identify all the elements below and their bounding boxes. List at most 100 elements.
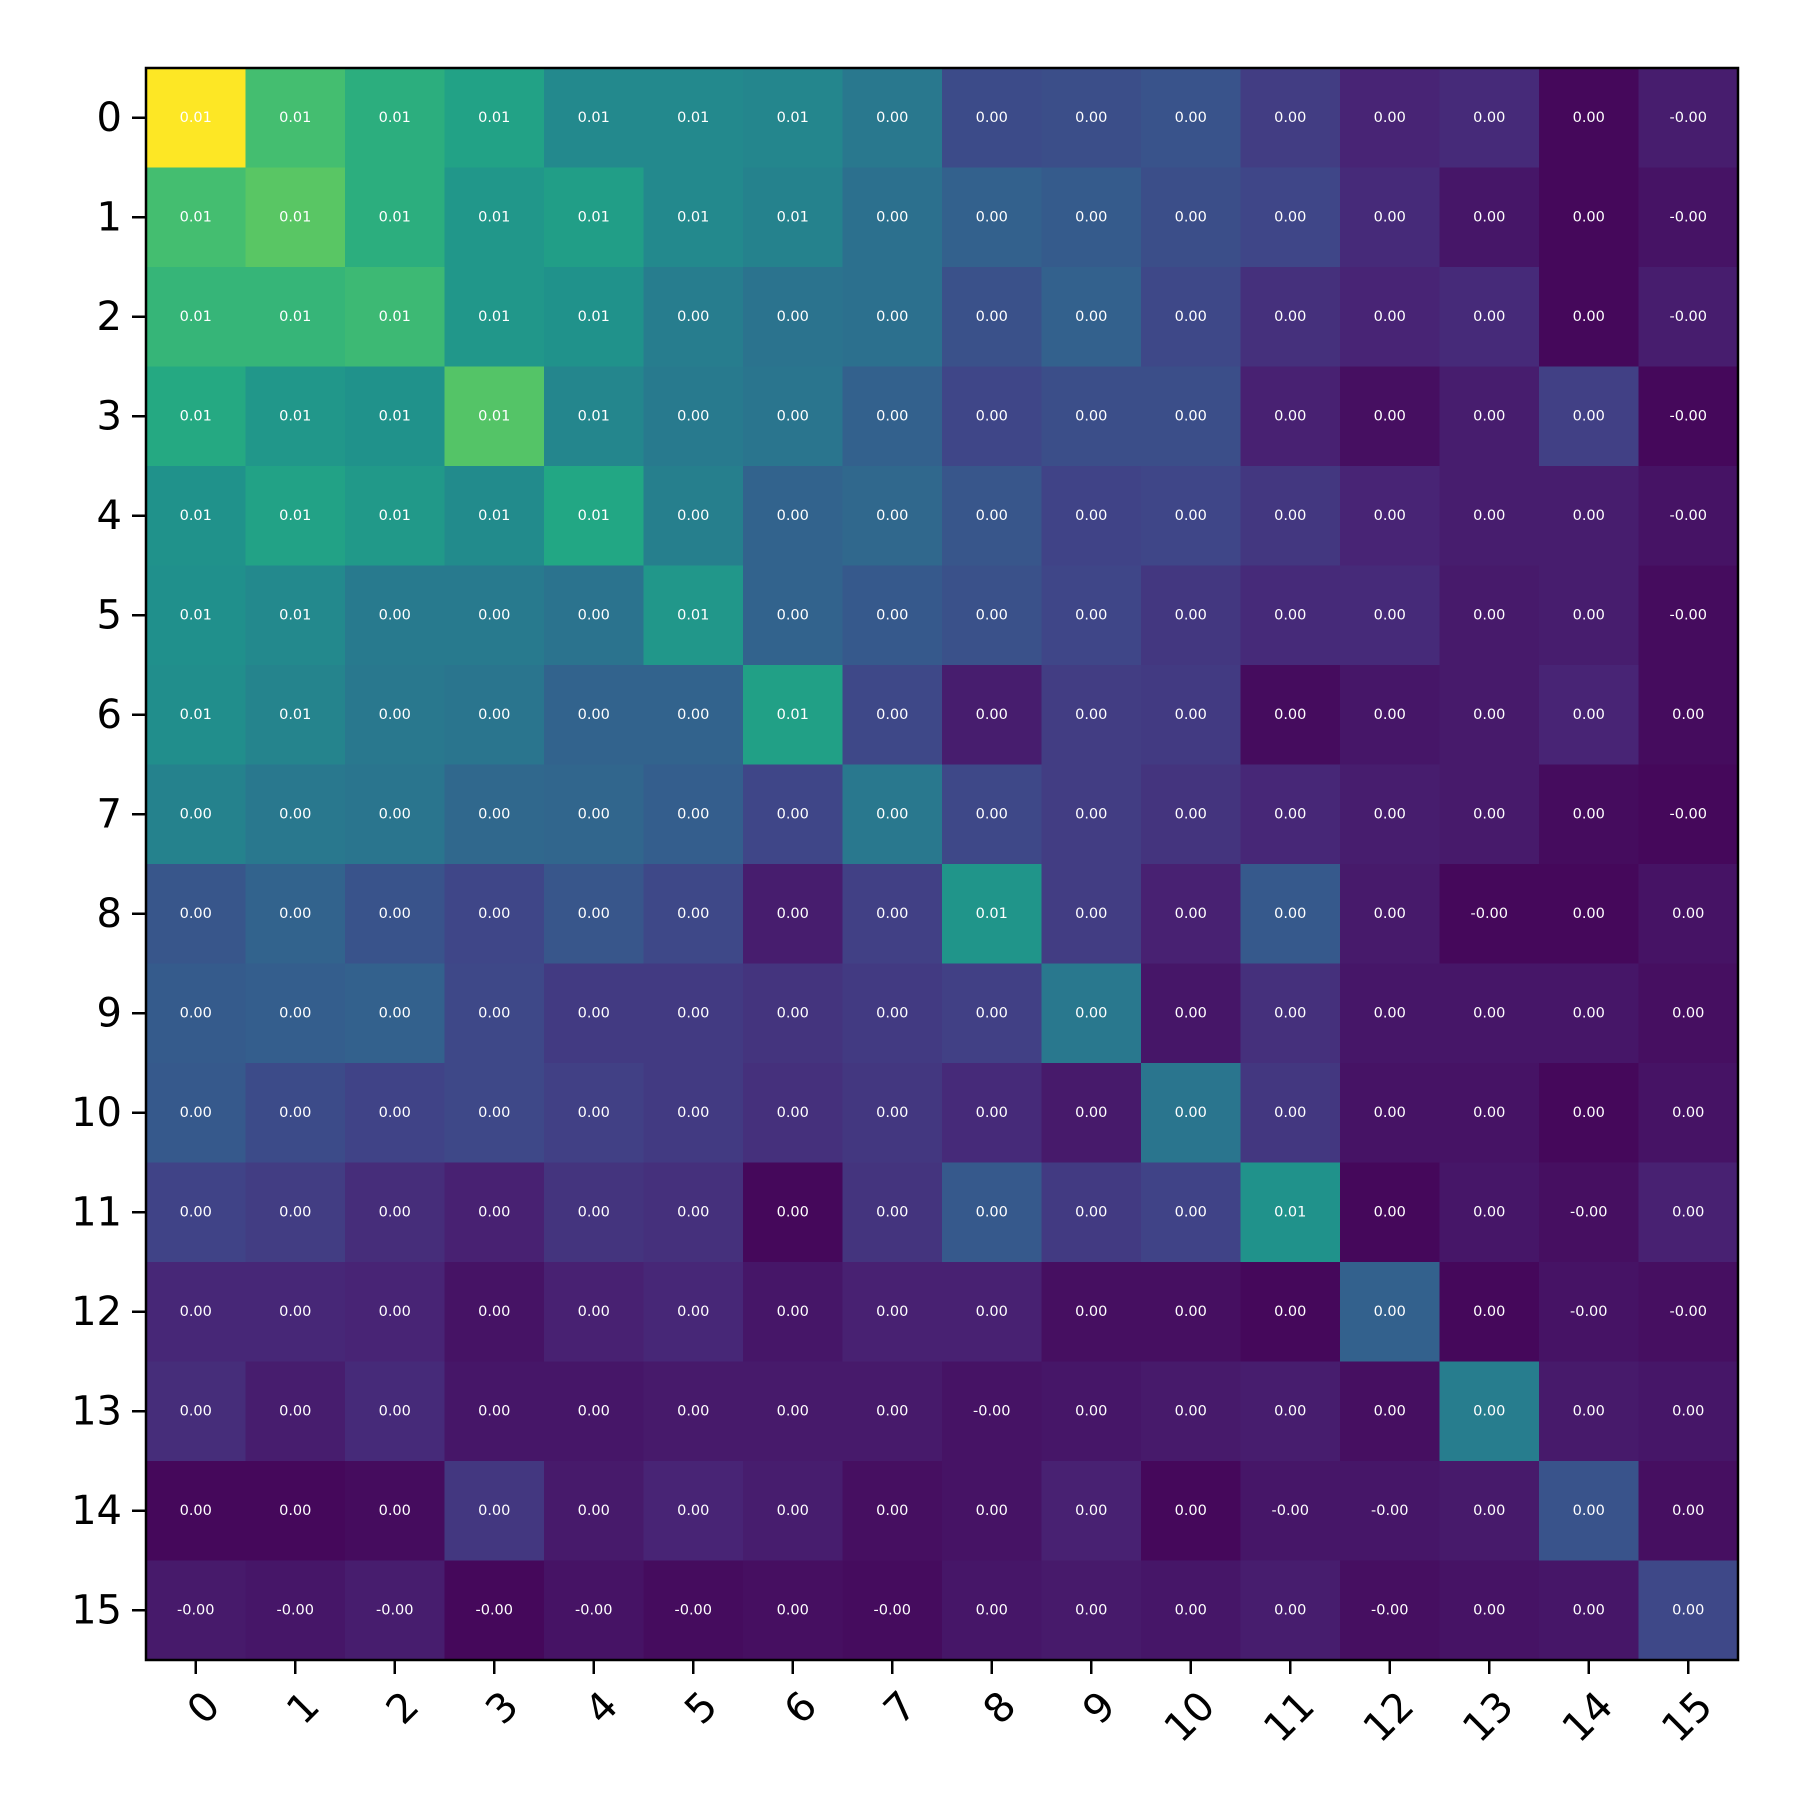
cell-value-label: 0.00 — [1274, 1005, 1306, 1021]
heatmap-cell-r4-c9 — [1041, 466, 1142, 567]
cell-value-label: 0.01 — [180, 110, 212, 126]
cell-value-label: 0.00 — [777, 1403, 809, 1419]
heatmap-cell-r6-c14 — [1539, 665, 1640, 766]
cell-value-label: 0.00 — [1374, 1304, 1406, 1320]
cell-value-label: 0.00 — [677, 806, 709, 822]
heatmap-cell-r4-c13 — [1439, 466, 1540, 567]
cell-value-label: 0.00 — [1473, 1204, 1505, 1220]
cell-value-label: 0.00 — [976, 1005, 1008, 1021]
cell-value-label: 0.00 — [1175, 1105, 1207, 1121]
cell-value-label: 0.00 — [1075, 906, 1107, 922]
cell-value-label: 0.00 — [1374, 707, 1406, 723]
heatmap-cell-r12-c4 — [544, 1262, 645, 1363]
heatmap-cell-r3-c13 — [1439, 366, 1540, 467]
heatmap-cell-r12-c2 — [345, 1262, 446, 1363]
heatmap-cells — [146, 68, 1739, 1661]
cell-value-label: 0.00 — [1075, 1005, 1107, 1021]
cell-value-label: 0.01 — [379, 508, 411, 524]
cell-value-label: 0.00 — [1473, 1105, 1505, 1121]
cell-value-label: 0.00 — [976, 1105, 1008, 1121]
cell-value-label: 0.00 — [1175, 110, 1207, 126]
heatmap-cell-r0-c5 — [643, 68, 744, 169]
cell-value-label: 0.01 — [478, 508, 510, 524]
heatmap-cell-r11-c5 — [643, 1162, 744, 1263]
heatmap-cell-r11-c8 — [942, 1162, 1043, 1263]
cell-value-label: 0.00 — [976, 1204, 1008, 1220]
cell-value-label: 0.00 — [777, 906, 809, 922]
cell-value-label: 0.00 — [1175, 1304, 1207, 1320]
heatmap-cell-r2-c14 — [1539, 267, 1640, 368]
cell-value-label: -0.00 — [1669, 408, 1707, 424]
heatmap-cell-r2-c10 — [1141, 267, 1242, 368]
heatmap-cell-r12-c13 — [1439, 1262, 1540, 1363]
heatmap-cell-r15-c8 — [942, 1560, 1043, 1661]
cell-value-label: 0.00 — [1374, 806, 1406, 822]
heatmap-cell-r4-c14 — [1539, 466, 1640, 567]
cell-value-label: 0.00 — [1374, 309, 1406, 325]
cell-value-label: 0.00 — [1175, 906, 1207, 922]
heatmap-cell-r9-c13 — [1439, 963, 1540, 1064]
cell-value-label: 0.00 — [478, 806, 510, 822]
cell-value-label: 0.00 — [677, 906, 709, 922]
cell-value-label: 0.00 — [1075, 110, 1107, 126]
cell-value-label: 0.00 — [1573, 1503, 1605, 1519]
cell-value-label: 0.00 — [1573, 1005, 1605, 1021]
heatmap-cell-r14-c0 — [146, 1461, 247, 1562]
heatmap-cell-r14-c5 — [643, 1461, 744, 1562]
heatmap-cell-r0-c7 — [842, 68, 943, 169]
heatmap-cell-r0-c12 — [1340, 68, 1441, 169]
cell-value-label: 0.00 — [1374, 408, 1406, 424]
cell-value-label: 0.00 — [1175, 309, 1207, 325]
cell-value-label: 0.00 — [578, 607, 610, 623]
cell-value-label: 0.00 — [279, 1304, 311, 1320]
cell-value-label: 0.00 — [1075, 1503, 1107, 1519]
heatmap-cell-r6-c8 — [942, 665, 1043, 766]
cell-value-label: 0.00 — [578, 1503, 610, 1519]
heatmap-cell-r0-c2 — [345, 68, 446, 169]
heatmap-cell-r8-c10 — [1141, 864, 1242, 965]
heatmap-cell-labels: 0.01 0.01 0.01 0.01 0.01 0.01 0.01 0.00 0.00 0.00… — [177, 110, 1707, 1619]
cell-value-label: -0.00 — [1669, 607, 1707, 623]
cell-value-label: 0.00 — [1473, 508, 1505, 524]
cell-value-label: 0.01 — [578, 508, 610, 524]
heatmap-cell-r0-c9 — [1041, 68, 1142, 169]
heatmap-cell-r6-c2 — [345, 665, 446, 766]
cell-value-label: 0.00 — [1473, 309, 1505, 325]
cell-value-label: 0.00 — [1274, 607, 1306, 623]
heatmap-cell-r15-c4 — [544, 1560, 645, 1661]
cell-value-label: 0.00 — [677, 1204, 709, 1220]
cell-value-label: 0.01 — [578, 309, 610, 325]
cell-value-label: 0.00 — [1175, 508, 1207, 524]
heatmap-cell-r4-c2 — [345, 466, 446, 567]
cell-value-label: 0.00 — [180, 1105, 212, 1121]
cell-value-label: 0.01 — [478, 110, 510, 126]
cell-value-label: -0.00 — [873, 1602, 911, 1618]
cell-value-label: 0.00 — [976, 209, 1008, 225]
heatmap-cell-r2-c2 — [345, 267, 446, 368]
cell-value-label: 0.01 — [478, 408, 510, 424]
cell-value-label: -0.00 — [475, 1602, 513, 1618]
cell-value-label: 0.01 — [180, 707, 212, 723]
heatmap-cell-r9-c7 — [842, 963, 943, 1064]
cell-value-label: 0.00 — [1374, 110, 1406, 126]
cell-value-label: 0.00 — [1473, 408, 1505, 424]
cell-value-label: 0.00 — [1672, 1105, 1704, 1121]
cell-value-label: 0.00 — [1274, 309, 1306, 325]
heatmap-cell-r10-c9 — [1041, 1063, 1142, 1164]
heatmap-cell-r14-c3 — [444, 1461, 545, 1562]
cell-value-label: 0.00 — [279, 1005, 311, 1021]
heatmap-cell-r5-c12 — [1340, 565, 1441, 666]
cell-value-label: 0.00 — [478, 1005, 510, 1021]
cell-value-label: 0.00 — [976, 806, 1008, 822]
heatmap-cell-r6-c5 — [643, 665, 744, 766]
cell-value-label: 0.00 — [279, 1204, 311, 1220]
cell-value-label: 0.00 — [876, 408, 908, 424]
cell-value-label: -0.00 — [1669, 209, 1707, 225]
cell-value-label: 0.00 — [677, 1503, 709, 1519]
cell-value-label: 0.00 — [777, 1304, 809, 1320]
heatmap-cell-r8-c0 — [146, 864, 247, 965]
heatmap-cell-r9-c14 — [1539, 963, 1640, 1064]
cell-value-label: 0.00 — [976, 707, 1008, 723]
heatmap-cell-r12-c10 — [1141, 1262, 1242, 1363]
heatmap-cell-r12-c11 — [1240, 1262, 1341, 1363]
